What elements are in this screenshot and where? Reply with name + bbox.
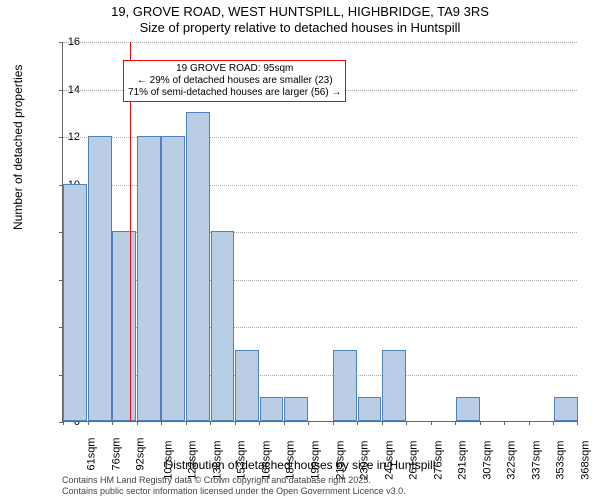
grid-line xyxy=(63,42,577,43)
x-axis-label: Distribution of detached houses by size … xyxy=(0,458,600,472)
info-box-line: 71% of semi-detached houses are larger (… xyxy=(128,87,341,99)
y-axis-label: Number of detached properties xyxy=(11,65,25,230)
y-tick-mark xyxy=(59,185,63,186)
x-tick-mark xyxy=(63,421,64,425)
histogram-bar xyxy=(235,350,259,421)
histogram-bar xyxy=(284,397,308,421)
x-tick-mark xyxy=(186,421,187,425)
y-tick-mark xyxy=(59,280,63,281)
histogram-bar xyxy=(333,350,357,421)
histogram-bar xyxy=(260,397,284,421)
y-tick-mark xyxy=(59,42,63,43)
y-tick-mark xyxy=(59,90,63,91)
histogram-bar xyxy=(186,112,210,421)
histogram-bar xyxy=(554,397,578,421)
chart-titles: 19, GROVE ROAD, WEST HUNTSPILL, HIGHBRID… xyxy=(0,4,600,37)
x-tick-mark xyxy=(357,421,358,425)
histogram-bar xyxy=(211,231,235,421)
credit-line: Contains public sector information licen… xyxy=(62,486,406,497)
x-tick-mark xyxy=(308,421,309,425)
histogram-bar xyxy=(358,397,382,421)
histogram-bar xyxy=(88,136,112,421)
x-tick-mark xyxy=(455,421,456,425)
info-box-line: 19 GROVE ROAD: 95sqm xyxy=(128,63,341,75)
histogram-bar xyxy=(382,350,406,421)
x-tick-mark xyxy=(431,421,432,425)
credit-line: Contains HM Land Registry data © Crown c… xyxy=(62,475,406,486)
reference-info-box: 19 GROVE ROAD: 95sqm← 29% of detached ho… xyxy=(123,60,346,102)
x-tick-mark xyxy=(88,421,89,425)
histogram-bar xyxy=(63,184,87,422)
x-tick-mark xyxy=(137,421,138,425)
x-tick-mark xyxy=(382,421,383,425)
histogram-bar xyxy=(112,231,136,421)
x-tick-mark xyxy=(504,421,505,425)
x-tick-mark xyxy=(235,421,236,425)
chart-container: { "chart": { "type": "histogram", "title… xyxy=(0,0,600,500)
x-tick-mark xyxy=(577,421,578,425)
credits: Contains HM Land Registry data © Crown c… xyxy=(62,475,406,497)
y-tick-mark xyxy=(59,422,63,423)
x-tick-mark xyxy=(161,421,162,425)
histogram-bar xyxy=(137,136,161,421)
title-line: 19, GROVE ROAD, WEST HUNTSPILL, HIGHBRID… xyxy=(0,4,600,20)
x-tick-mark xyxy=(259,421,260,425)
y-tick-mark xyxy=(59,137,63,138)
info-box-line: ← 29% of detached houses are smaller (23… xyxy=(128,75,341,87)
histogram-bar xyxy=(161,136,185,421)
x-tick-mark xyxy=(480,421,481,425)
x-tick-mark xyxy=(210,421,211,425)
x-tick-mark xyxy=(529,421,530,425)
x-tick-mark xyxy=(406,421,407,425)
y-tick-mark xyxy=(59,327,63,328)
x-tick-mark xyxy=(284,421,285,425)
x-tick-mark xyxy=(112,421,113,425)
y-tick-mark xyxy=(59,232,63,233)
x-tick-mark xyxy=(553,421,554,425)
y-tick-mark xyxy=(59,375,63,376)
subtitle-line: Size of property relative to detached ho… xyxy=(0,20,600,36)
x-tick-mark xyxy=(333,421,334,425)
plot-area: 19 GROVE ROAD: 95sqm← 29% of detached ho… xyxy=(62,42,577,422)
histogram-bar xyxy=(456,397,480,421)
